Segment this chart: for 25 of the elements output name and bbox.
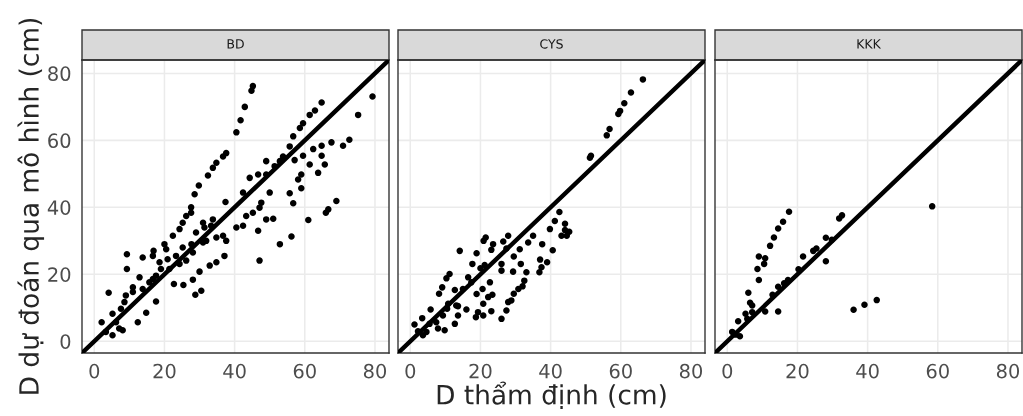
x-tick-label: 40	[539, 363, 562, 379]
x-tick-label: 60	[609, 363, 632, 379]
chart-title: KKK	[857, 39, 882, 49]
chart-title: BD	[227, 39, 244, 49]
x-tick-label: 80	[996, 363, 1020, 379]
chart-title: CYS	[540, 39, 563, 49]
y-tick-label: 40	[47, 200, 71, 215]
y-tick-label: 60	[48, 133, 71, 149]
x-tick-label: 20	[469, 363, 492, 379]
x-tick-label: 20	[786, 363, 809, 379]
x-axis-title: D thẩm định (cm)	[437, 381, 666, 410]
x-tick-label: 0	[405, 363, 416, 379]
x-tick-label: 40	[223, 363, 246, 379]
x-tick-label: 20	[153, 363, 176, 379]
y-axis-title: D dự đoán qua mô hình (cm)	[17, 18, 45, 394]
x-tick-label: 80	[679, 363, 703, 379]
x-tick-label: 60	[926, 363, 949, 379]
x-tick-label: 0	[722, 363, 733, 379]
x-tick-label: 60	[293, 363, 316, 379]
y-tick-label: 20	[48, 267, 71, 282]
x-tick-label: 0	[89, 363, 100, 379]
x-tick-label: 40	[856, 363, 879, 379]
y-tick-label: 80	[48, 66, 71, 82]
y-tick-label: 0	[60, 334, 71, 349]
x-tick-label: 80	[363, 363, 387, 379]
